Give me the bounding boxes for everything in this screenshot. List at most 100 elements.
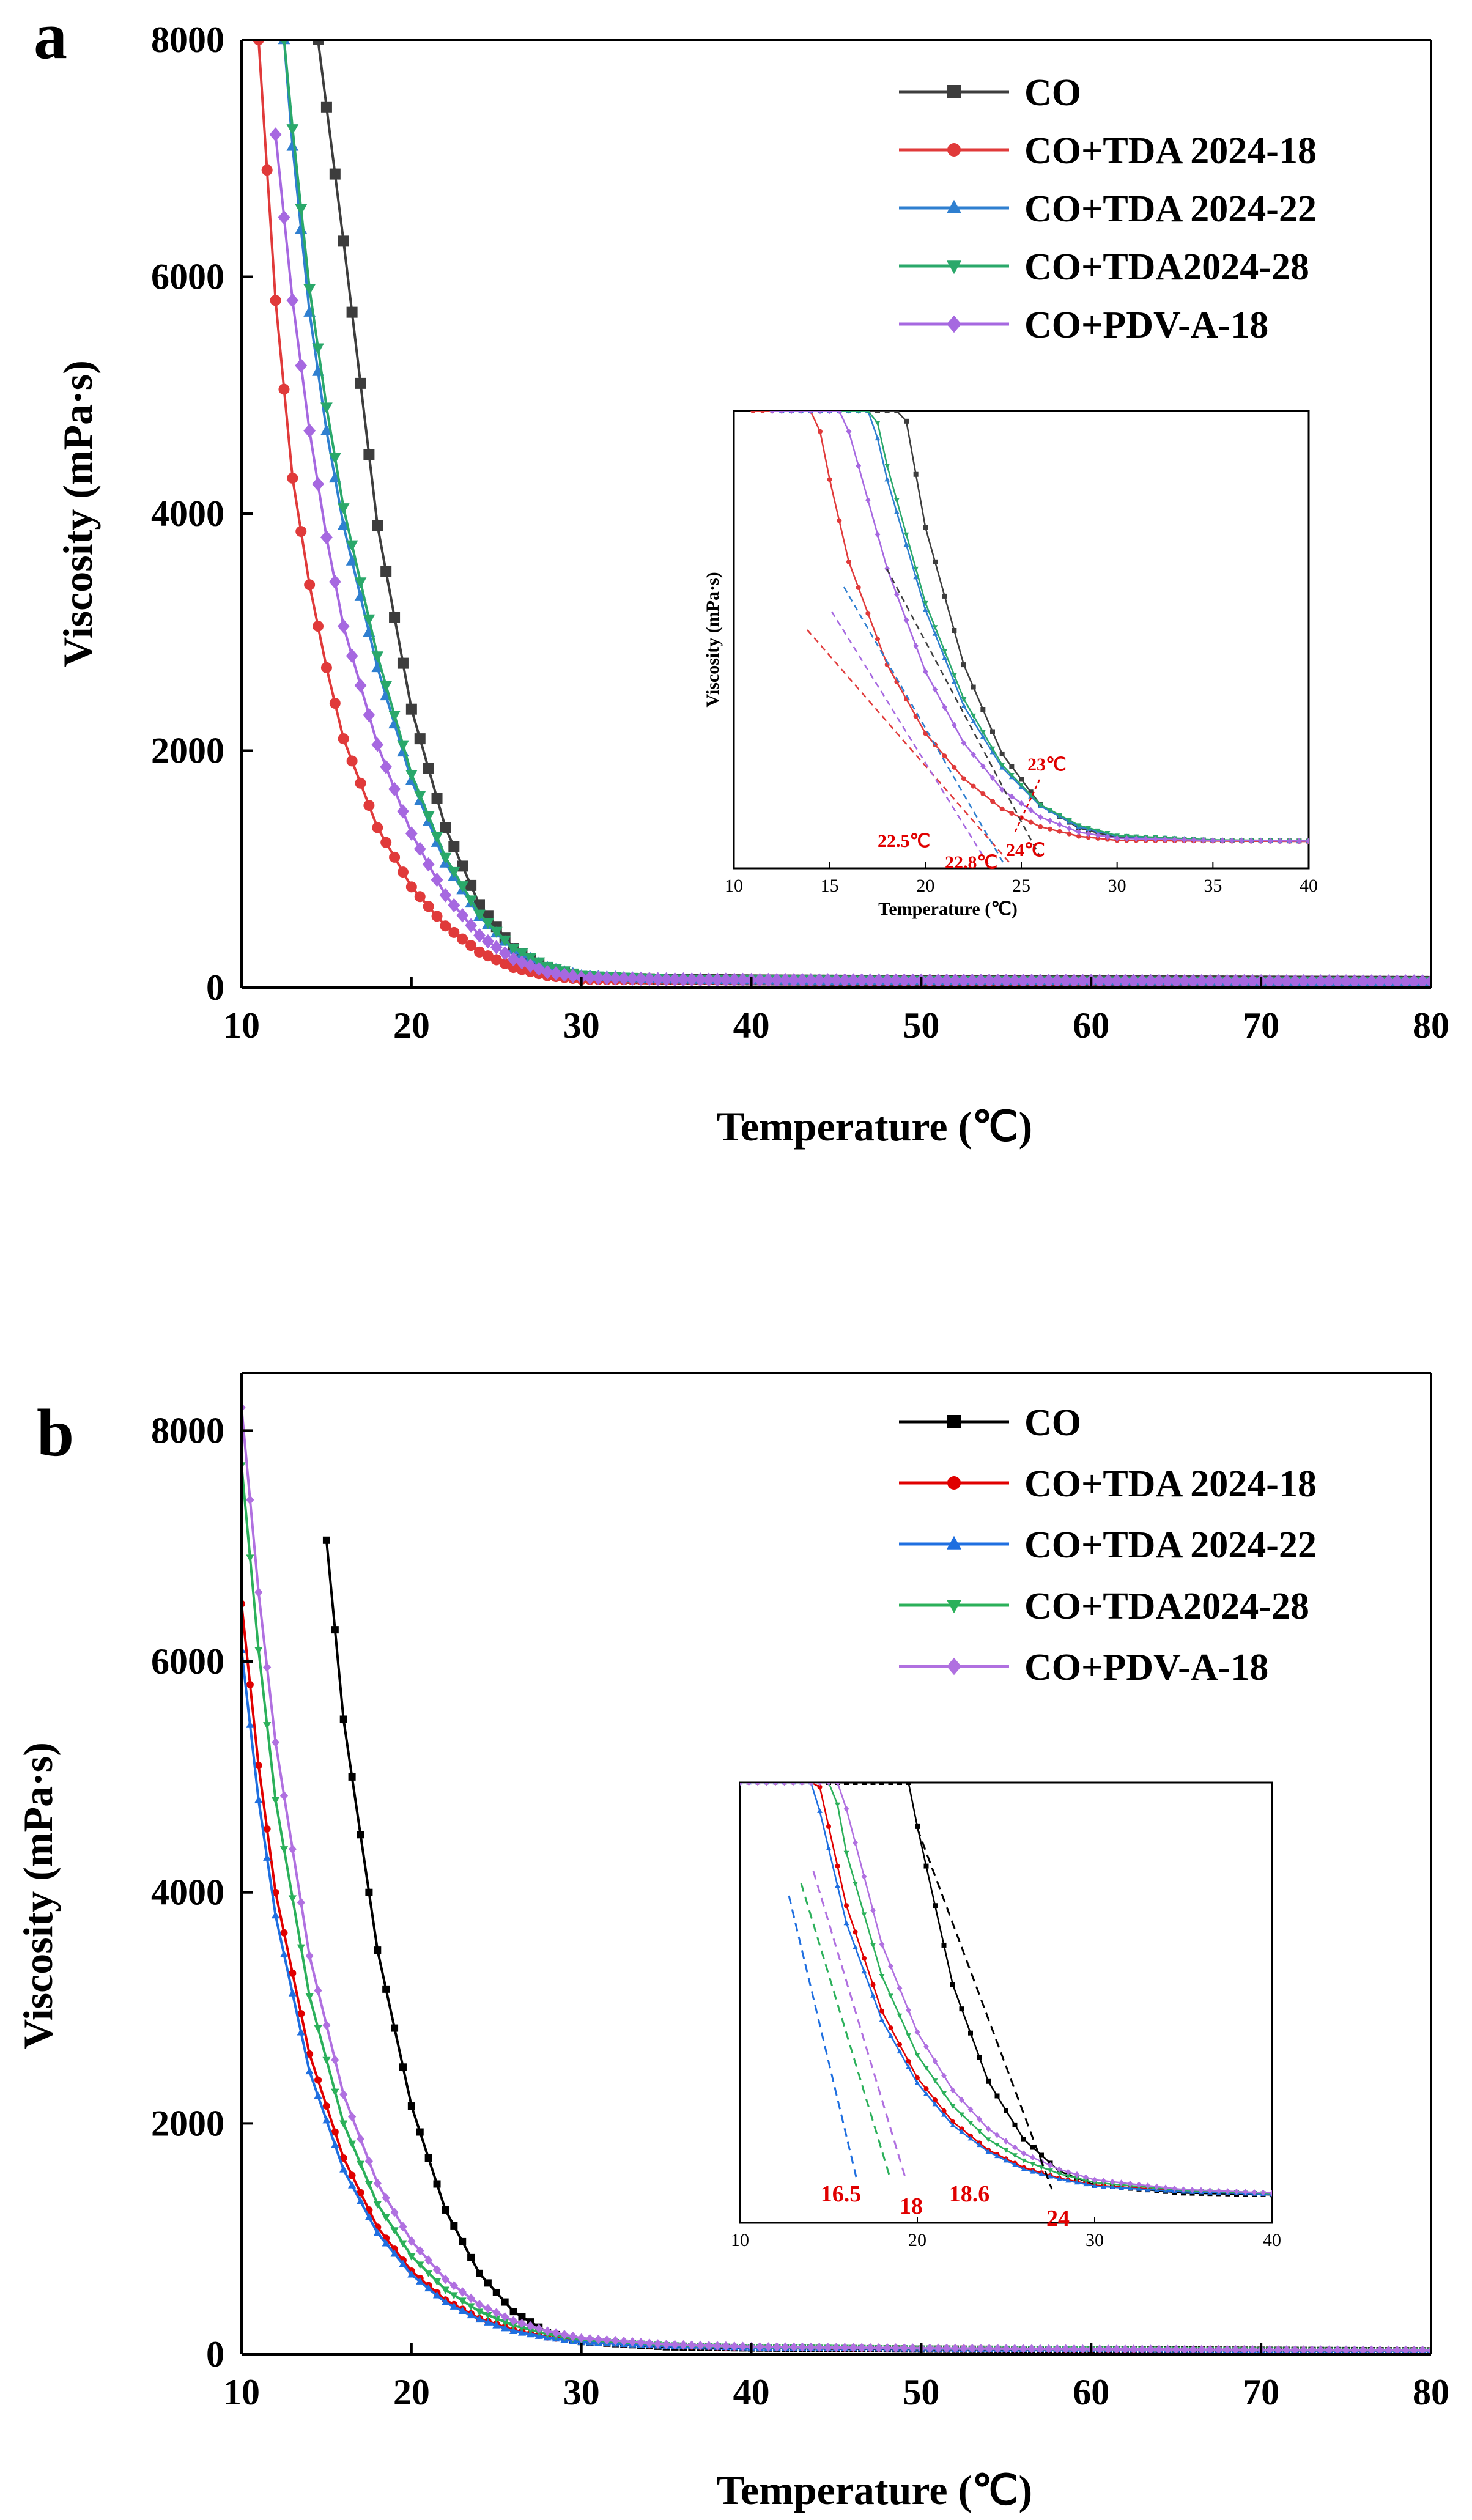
data-point [448,926,460,938]
legend-item: CO [899,72,1081,114]
legend-item: CO [899,1402,1081,1444]
annotation-label: 22.8℃ [945,852,997,873]
data-point [509,2316,518,2326]
data-point [271,1911,280,1919]
data-point [322,2020,331,2030]
inset-data-point [1012,2122,1018,2127]
data-point [1008,973,1021,988]
data-point [552,2328,560,2338]
inset-data-point [1074,2171,1080,2178]
data-point [397,657,409,669]
data-point [864,973,876,988]
annotation-label: 23℃ [1027,755,1067,775]
data-point [399,2260,407,2267]
panel-a-chart: a 10 20 30 40 50 60 70 80 0 2000 4000 6000 8000 Temp… [34,0,1449,1150]
data-point [857,2343,866,2353]
inset-data-point [1092,2183,1098,2189]
data-point [1240,2344,1248,2354]
data-point [424,2154,432,2162]
data-point [1059,974,1072,988]
data-point [338,235,349,247]
panel-b-inset: 10 20 30 40 16.5 18 18.6 24 [731,1781,1281,2250]
data-point [475,2315,484,2323]
inset-data-point [989,746,996,752]
inset-data-point [1057,829,1062,834]
data-point [313,40,324,45]
inset-data-point [779,411,785,415]
data-point [1306,974,1319,988]
data-point [432,2291,442,2299]
inset-data-point [1136,2181,1142,2188]
data-point [458,2287,467,2297]
data-point [254,1795,263,1803]
data-point [815,2342,824,2352]
data-point [1136,974,1148,988]
data-point [788,972,800,988]
data-point [1189,2344,1197,2354]
data-point [772,2342,781,2352]
tangent-line [800,1883,891,2178]
data-point [337,503,350,515]
data-point [322,2056,331,2064]
data-point [465,895,478,907]
data-point [397,740,409,752]
inset-x-axis-label: Temperature (℃) [878,899,1018,919]
data-point [501,2324,509,2332]
legend-item: CO+PDV-A-18 [899,1647,1268,1688]
data-point [923,973,936,988]
inset-data-point [897,1985,903,1992]
data-point [449,2280,458,2291]
inset-data-point [1018,783,1024,788]
data-point [1027,2344,1036,2354]
x-tick-label: 10 [223,1005,260,1046]
data-point [295,223,308,234]
data-point [416,2245,424,2256]
inset-data-point [1056,2176,1062,2181]
data-point [322,1536,330,1544]
inset-data-point [746,1783,752,1786]
data-point [373,2201,382,2209]
data-point [1119,974,1131,988]
data-point [1155,2344,1164,2354]
data-point [356,2197,365,2204]
data-point [287,472,298,484]
data-point [365,1888,373,1896]
data-point [413,790,426,802]
inset-data-point [923,525,928,530]
inset-data-point [1296,838,1302,844]
inset-data-point [914,2029,920,2036]
data-point [329,168,341,180]
data-point [424,2284,433,2292]
data-point [458,2306,467,2314]
data-point [441,2286,450,2294]
data-point [314,1986,322,1996]
x-tick-label: 50 [903,1005,939,1046]
data-point [1367,2345,1376,2354]
inset-data-point [1003,2148,1009,2153]
inset-data-point [844,1903,849,1908]
data-point [390,2207,399,2217]
inset-data-point [1133,835,1139,842]
inset-data-point [1152,836,1158,843]
data-point [448,866,460,878]
data-point [1076,974,1089,988]
data-point [348,2171,356,2179]
inset-data-point [961,697,967,702]
data-point [380,759,393,774]
data-point [679,2340,688,2350]
data-point [730,2341,739,2351]
data-point [651,972,664,986]
inset-data-point [1143,835,1149,843]
data-point [305,1993,314,2001]
data-point [498,935,511,947]
data-point [320,530,333,545]
data-point [465,918,478,933]
inset-data-point [1030,2162,1035,2167]
data-point [288,1844,297,1854]
inset-data-point [856,462,862,469]
inset-data-point [942,753,947,759]
inset-data-point [1083,2174,1089,2181]
inset-data-point [1306,838,1309,844]
data-point [422,857,435,872]
inset-data-point [932,2058,938,2064]
